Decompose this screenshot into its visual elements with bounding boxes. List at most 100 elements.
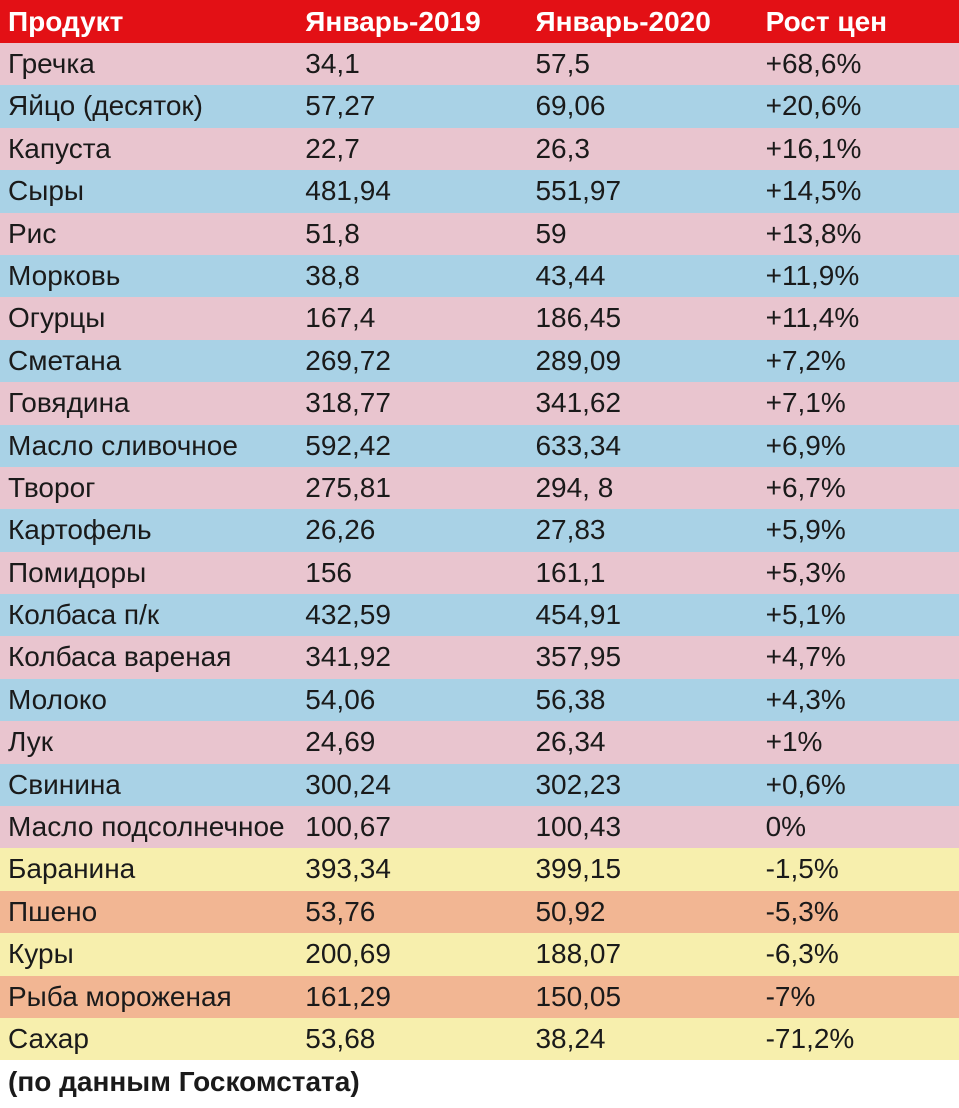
table-cell: +4,3%	[758, 679, 959, 721]
table-row: Масло подсолнечное100,67100,430%	[0, 806, 959, 848]
table-cell: 633,34	[527, 425, 757, 467]
table-cell: 59	[527, 213, 757, 255]
table-cell: 275,81	[297, 467, 527, 509]
table-cell: Колбаса вареная	[0, 636, 297, 678]
table-cell: -71,2%	[758, 1018, 959, 1060]
table-row: Лук24,6926,34+1%	[0, 721, 959, 763]
table-cell: 38,24	[527, 1018, 757, 1060]
table-cell: 186,45	[527, 297, 757, 339]
table-cell: Картофель	[0, 509, 297, 551]
table-cell: Говядина	[0, 382, 297, 424]
table-cell: Сахар	[0, 1018, 297, 1060]
table-cell: Масло сливочное	[0, 425, 297, 467]
table-cell: 57,27	[297, 85, 527, 127]
table-cell: 43,44	[527, 255, 757, 297]
table-row: Баранина393,34399,15-1,5%	[0, 848, 959, 890]
table-cell: 50,92	[527, 891, 757, 933]
table-cell: Свинина	[0, 764, 297, 806]
table-cell: Гречка	[0, 43, 297, 85]
table-cell: 551,97	[527, 170, 757, 212]
table-cell: Лук	[0, 721, 297, 763]
table-cell: 26,34	[527, 721, 757, 763]
table-cell: -7%	[758, 976, 959, 1018]
column-header: Рост цен	[758, 0, 959, 43]
table-header-row: ПродуктЯнварь-2019Январь-2020Рост цен	[0, 0, 959, 43]
table-cell: 161,1	[527, 552, 757, 594]
table-cell: +6,7%	[758, 467, 959, 509]
table-row: Масло сливочное592,42633,34+6,9%	[0, 425, 959, 467]
table-cell: Огурцы	[0, 297, 297, 339]
table-row: Сметана269,72289,09+7,2%	[0, 340, 959, 382]
table-row: Картофель26,2627,83+5,9%	[0, 509, 959, 551]
table-row: Капуста22,726,3+16,1%	[0, 128, 959, 170]
table-cell: 69,06	[527, 85, 757, 127]
table-row: Огурцы167,4186,45+11,4%	[0, 297, 959, 339]
table-cell: +11,9%	[758, 255, 959, 297]
table-row: Куры200,69188,07-6,3%	[0, 933, 959, 975]
table-cell: +14,5%	[758, 170, 959, 212]
table-cell: Рис	[0, 213, 297, 255]
table-cell: 393,34	[297, 848, 527, 890]
table-cell: 53,68	[297, 1018, 527, 1060]
table-cell: Сыры	[0, 170, 297, 212]
table-cell: Молоко	[0, 679, 297, 721]
table-cell: Рыба мороженая	[0, 976, 297, 1018]
table-cell: 27,83	[527, 509, 757, 551]
table-cell: 269,72	[297, 340, 527, 382]
column-header: Январь-2020	[527, 0, 757, 43]
table-row: Молоко54,0656,38+4,3%	[0, 679, 959, 721]
table-row: Морковь38,843,44+11,9%	[0, 255, 959, 297]
table-footnote: (по данным Госкомстата)	[0, 1060, 959, 1108]
table-cell: 592,42	[297, 425, 527, 467]
table-cell: Помидоры	[0, 552, 297, 594]
table-cell: 357,95	[527, 636, 757, 678]
table-cell: +5,1%	[758, 594, 959, 636]
table-cell: 38,8	[297, 255, 527, 297]
table-row: Колбаса вареная341,92357,95+4,7%	[0, 636, 959, 678]
table-cell: 53,76	[297, 891, 527, 933]
table-cell: Капуста	[0, 128, 297, 170]
table-cell: 167,4	[297, 297, 527, 339]
table-cell: 57,5	[527, 43, 757, 85]
table-row: Гречка34,157,5+68,6%	[0, 43, 959, 85]
table-cell: 289,09	[527, 340, 757, 382]
table-cell: 150,05	[527, 976, 757, 1018]
table-cell: 26,3	[527, 128, 757, 170]
table-cell: 34,1	[297, 43, 527, 85]
table-row: Свинина300,24302,23+0,6%	[0, 764, 959, 806]
table-cell: 302,23	[527, 764, 757, 806]
table-cell: 161,29	[297, 976, 527, 1018]
table-body: Гречка34,157,5+68,6%Яйцо (десяток)57,276…	[0, 43, 959, 1060]
table-cell: Пшено	[0, 891, 297, 933]
table-cell: 100,43	[527, 806, 757, 848]
table-cell: 300,24	[297, 764, 527, 806]
table-cell: +5,3%	[758, 552, 959, 594]
table-cell: +4,7%	[758, 636, 959, 678]
table-cell: 454,91	[527, 594, 757, 636]
table-cell: +13,8%	[758, 213, 959, 255]
table-cell: +20,6%	[758, 85, 959, 127]
table-cell: Куры	[0, 933, 297, 975]
table-cell: Морковь	[0, 255, 297, 297]
table-row: Колбаса п/к432,59454,91+5,1%	[0, 594, 959, 636]
table-cell: +5,9%	[758, 509, 959, 551]
table-cell: Творог	[0, 467, 297, 509]
table-cell: 0%	[758, 806, 959, 848]
table-cell: -6,3%	[758, 933, 959, 975]
table-row: Сыры481,94551,97+14,5%	[0, 170, 959, 212]
table-cell: 22,7	[297, 128, 527, 170]
table-row: Рис51,859+13,8%	[0, 213, 959, 255]
table-row: Помидоры156161,1+5,3%	[0, 552, 959, 594]
table-cell: Масло подсолнечное	[0, 806, 297, 848]
table-row: Яйцо (десяток)57,2769,06+20,6%	[0, 85, 959, 127]
table-cell: 156	[297, 552, 527, 594]
table-cell: -5,3%	[758, 891, 959, 933]
table-cell: Баранина	[0, 848, 297, 890]
table-cell: +6,9%	[758, 425, 959, 467]
table-cell: +0,6%	[758, 764, 959, 806]
table-cell: 481,94	[297, 170, 527, 212]
table-cell: Яйцо (десяток)	[0, 85, 297, 127]
column-header: Январь-2019	[297, 0, 527, 43]
table-cell: 318,77	[297, 382, 527, 424]
table-cell: 294, 8	[527, 467, 757, 509]
